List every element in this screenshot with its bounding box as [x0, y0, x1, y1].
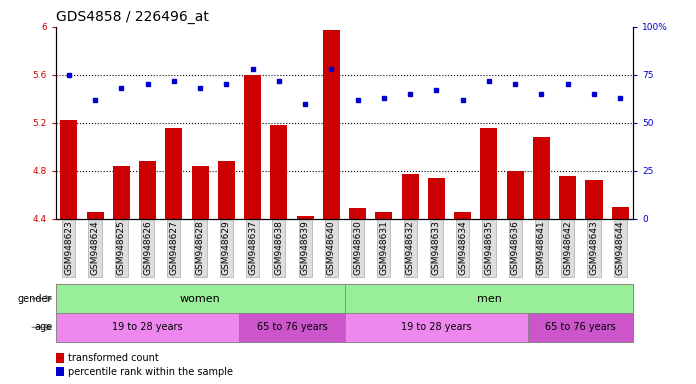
Bar: [612, 207, 628, 219]
Text: GDS4858 / 226496_at: GDS4858 / 226496_at: [56, 10, 209, 25]
Bar: [61, 121, 77, 219]
Text: men: men: [477, 293, 501, 304]
Bar: [113, 166, 130, 219]
Bar: [56, 313, 239, 342]
Bar: [345, 284, 633, 313]
Text: age: age: [34, 322, 52, 333]
Bar: [402, 174, 419, 219]
Bar: [139, 161, 156, 219]
Text: 19 to 28 years: 19 to 28 years: [112, 322, 183, 333]
Bar: [323, 30, 340, 219]
Text: gender: gender: [17, 293, 52, 304]
Bar: [528, 313, 633, 342]
Bar: [244, 75, 261, 219]
Bar: [296, 217, 314, 219]
Text: 19 to 28 years: 19 to 28 years: [401, 322, 472, 333]
Bar: [349, 208, 366, 219]
Bar: [56, 284, 345, 313]
Bar: [585, 180, 603, 219]
Bar: [86, 212, 104, 219]
Bar: [428, 178, 445, 219]
Bar: [345, 313, 528, 342]
Text: 65 to 76 years: 65 to 76 years: [257, 322, 327, 333]
Bar: [454, 212, 471, 219]
Bar: [559, 176, 576, 219]
Bar: [191, 166, 209, 219]
Bar: [218, 161, 235, 219]
Bar: [239, 313, 345, 342]
Bar: [375, 212, 393, 219]
Bar: [270, 125, 287, 219]
Text: percentile rank within the sample: percentile rank within the sample: [68, 367, 233, 377]
Bar: [166, 128, 182, 219]
Text: 65 to 76 years: 65 to 76 years: [546, 322, 616, 333]
Bar: [507, 171, 523, 219]
Text: women: women: [180, 293, 221, 304]
Bar: [533, 137, 550, 219]
Bar: [480, 128, 498, 219]
Text: transformed count: transformed count: [68, 353, 159, 363]
